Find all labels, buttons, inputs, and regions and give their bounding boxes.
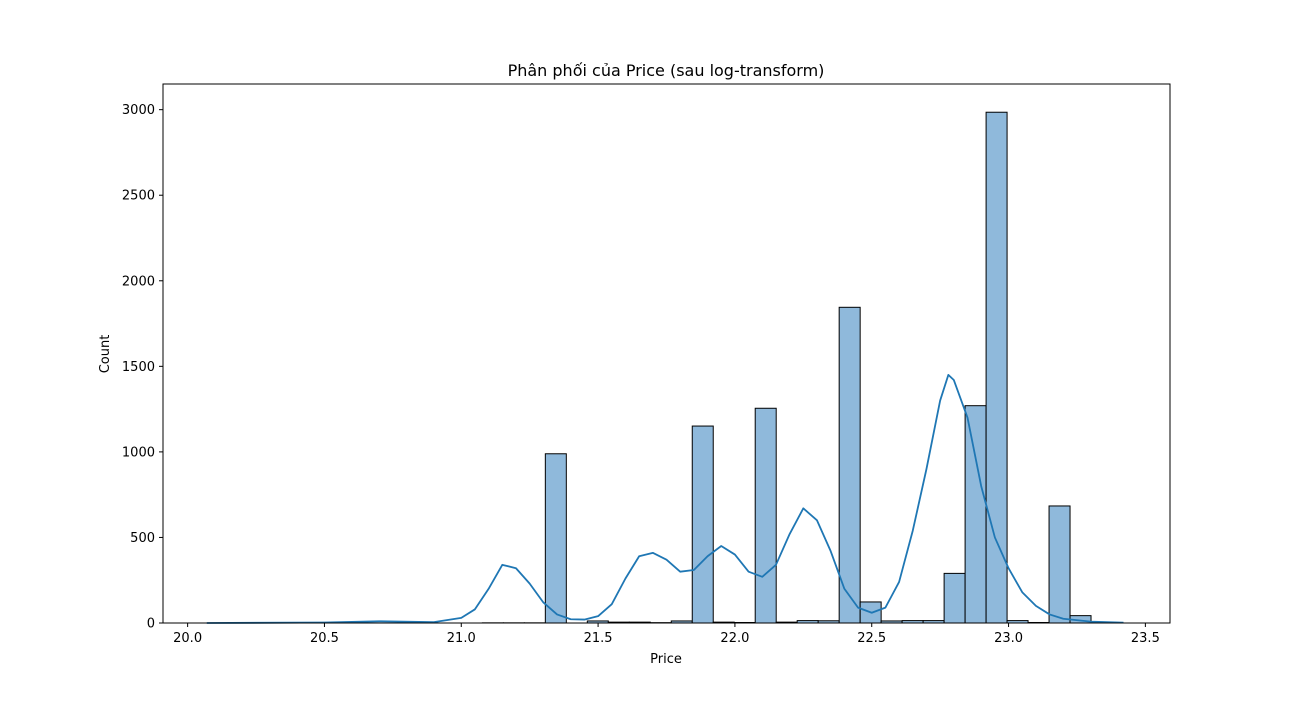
y-axis-label: Count: [98, 335, 113, 374]
y-tick-label: 1000: [122, 445, 155, 460]
y-tick-label: 1500: [122, 360, 155, 375]
y-tick-label: 500: [130, 531, 155, 546]
x-tick-label: 21.0: [447, 631, 476, 646]
x-tick-label: 23.0: [994, 631, 1023, 646]
histogram-bar: [545, 454, 566, 623]
y-tick-label: 2500: [122, 189, 155, 204]
x-tick-label: 20.5: [310, 631, 339, 646]
histogram-bar: [755, 408, 776, 623]
y-tick-label: 2000: [122, 274, 155, 289]
histogram-bar: [965, 406, 986, 623]
x-tick-label: 20.0: [173, 631, 202, 646]
histogram-bar: [986, 112, 1007, 623]
histogram-bar: [839, 307, 860, 623]
x-tick-label: 22.0: [720, 631, 749, 646]
chart-title: Phân phối của Price (sau log-transform): [508, 61, 825, 80]
x-tick-label: 22.5: [857, 631, 886, 646]
histogram-bar: [692, 426, 713, 623]
histogram-bar: [944, 573, 965, 623]
axes-layer: 20.0 20.5 21.0 21.5 22.0 22.5 23.0 23.5 0 500 1000…: [122, 84, 1170, 646]
histogram-bar: [1049, 506, 1070, 623]
plot-frame: [163, 84, 1170, 623]
y-tick-label: 0: [147, 617, 155, 632]
x-tick-label: 21.5: [584, 631, 613, 646]
x-tick-label: 23.5: [1131, 631, 1160, 646]
x-axis-label: Price: [650, 652, 682, 667]
y-tick-label: 3000: [122, 103, 155, 118]
